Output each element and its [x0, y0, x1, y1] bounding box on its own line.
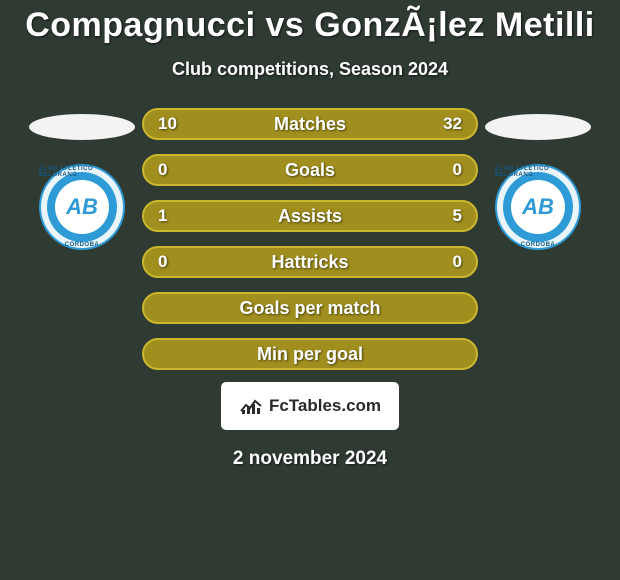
player-right-club-logo: AB CLUB ATLETICO BELGRANO CORDOBA: [495, 164, 581, 250]
logo-abbrev: AB: [522, 194, 554, 220]
logo-arc-top: CLUB ATLETICO BELGRANO: [495, 166, 581, 178]
stat-row-hattricks: 0 Hattricks 0: [142, 246, 478, 278]
stat-label: Min per goal: [257, 344, 363, 365]
stat-row-goals: 0 Goals 0: [142, 154, 478, 186]
stat-label: Goals: [285, 160, 335, 181]
stat-row-min-per-goal: Min per goal: [142, 338, 478, 370]
stat-label: Matches: [274, 114, 346, 135]
logo-arc-bottom: CORDOBA: [521, 242, 556, 248]
body-row: AB CLUB ATLETICO BELGRANO CORDOBA 10 Mat…: [0, 108, 620, 370]
player-left-flag: [29, 114, 135, 140]
stat-left-value: 0: [158, 156, 167, 184]
stats-bars: 10 Matches 32 0 Goals 0 1 Assists 5 0 Ha…: [142, 108, 478, 370]
player-left-club-logo: AB CLUB ATLETICO BELGRANO CORDOBA: [39, 164, 125, 250]
brand-label: FcTables.com: [269, 396, 381, 416]
logo-core: AB: [511, 180, 565, 234]
stat-label: Assists: [278, 206, 342, 227]
stat-right-value: 32: [443, 110, 462, 138]
stat-left-value: 1: [158, 202, 167, 230]
stat-right-value: 0: [453, 248, 462, 276]
stat-label: Hattricks: [271, 252, 348, 273]
stat-row-matches: 10 Matches 32: [142, 108, 478, 140]
logo-core: AB: [55, 180, 109, 234]
stat-left-value: 0: [158, 248, 167, 276]
stat-row-assists: 1 Assists 5: [142, 200, 478, 232]
comparison-card: Compagnucci vs GonzÃ¡lez Metilli Club co…: [0, 0, 620, 580]
player-left-column: AB CLUB ATLETICO BELGRANO CORDOBA: [22, 108, 142, 250]
player-right-flag: [485, 114, 591, 140]
player-right-column: AB CLUB ATLETICO BELGRANO CORDOBA: [478, 108, 598, 250]
brand-badge[interactable]: FcTables.com: [221, 382, 399, 430]
stat-right-value: 0: [453, 156, 462, 184]
logo-arc-top: CLUB ATLETICO BELGRANO: [39, 166, 125, 178]
page-subtitle: Club competitions, Season 2024: [0, 59, 620, 80]
stat-row-goals-per-match: Goals per match: [142, 292, 478, 324]
stat-label: Goals per match: [239, 298, 380, 319]
logo-abbrev: AB: [66, 194, 98, 220]
stat-right-value: 5: [453, 202, 462, 230]
logo-arc-bottom: CORDOBA: [65, 242, 100, 248]
page-title: Compagnucci vs GonzÃ¡lez Metilli: [0, 6, 620, 45]
brand-chart-icon: [239, 396, 265, 416]
stat-left-value: 10: [158, 110, 177, 138]
footer-date: 2 november 2024: [0, 448, 620, 470]
